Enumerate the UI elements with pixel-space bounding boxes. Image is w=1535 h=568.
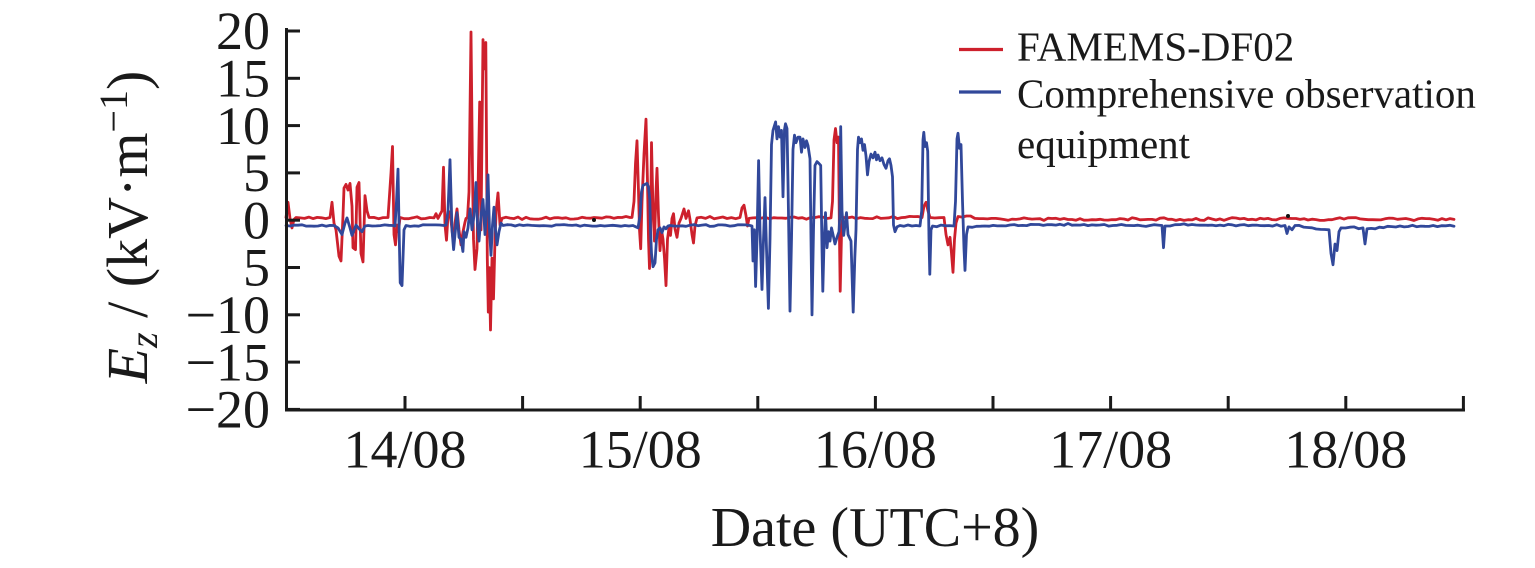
svg-text:−10: −10 xyxy=(186,285,270,345)
svg-text:15/08: 15/08 xyxy=(579,420,702,480)
svg-text:0: 0 xyxy=(243,190,270,250)
svg-text:15: 15 xyxy=(216,49,270,109)
svg-text:18/08: 18/08 xyxy=(1284,420,1407,480)
svg-text:equipment: equipment xyxy=(1017,121,1191,167)
svg-text:Date (UTC+8): Date (UTC+8) xyxy=(711,497,1040,559)
svg-text:14/08: 14/08 xyxy=(343,420,466,480)
svg-text:FAMEMS-DF02: FAMEMS-DF02 xyxy=(1017,24,1294,70)
svg-text:10: 10 xyxy=(216,96,270,156)
svg-text:20: 20 xyxy=(216,1,270,61)
svg-text:16/08: 16/08 xyxy=(814,420,937,480)
svg-text:17/08: 17/08 xyxy=(1049,420,1172,480)
svg-text:5: 5 xyxy=(243,143,270,203)
svg-text:Comprehensive observation: Comprehensive observation xyxy=(1017,71,1476,117)
svg-text:5: 5 xyxy=(243,238,270,298)
svg-text:Ez / (kV·m−1): Ez / (kV·m−1) xyxy=(91,71,166,385)
svg-text:−15: −15 xyxy=(186,332,270,392)
svg-text:−20: −20 xyxy=(186,380,270,440)
